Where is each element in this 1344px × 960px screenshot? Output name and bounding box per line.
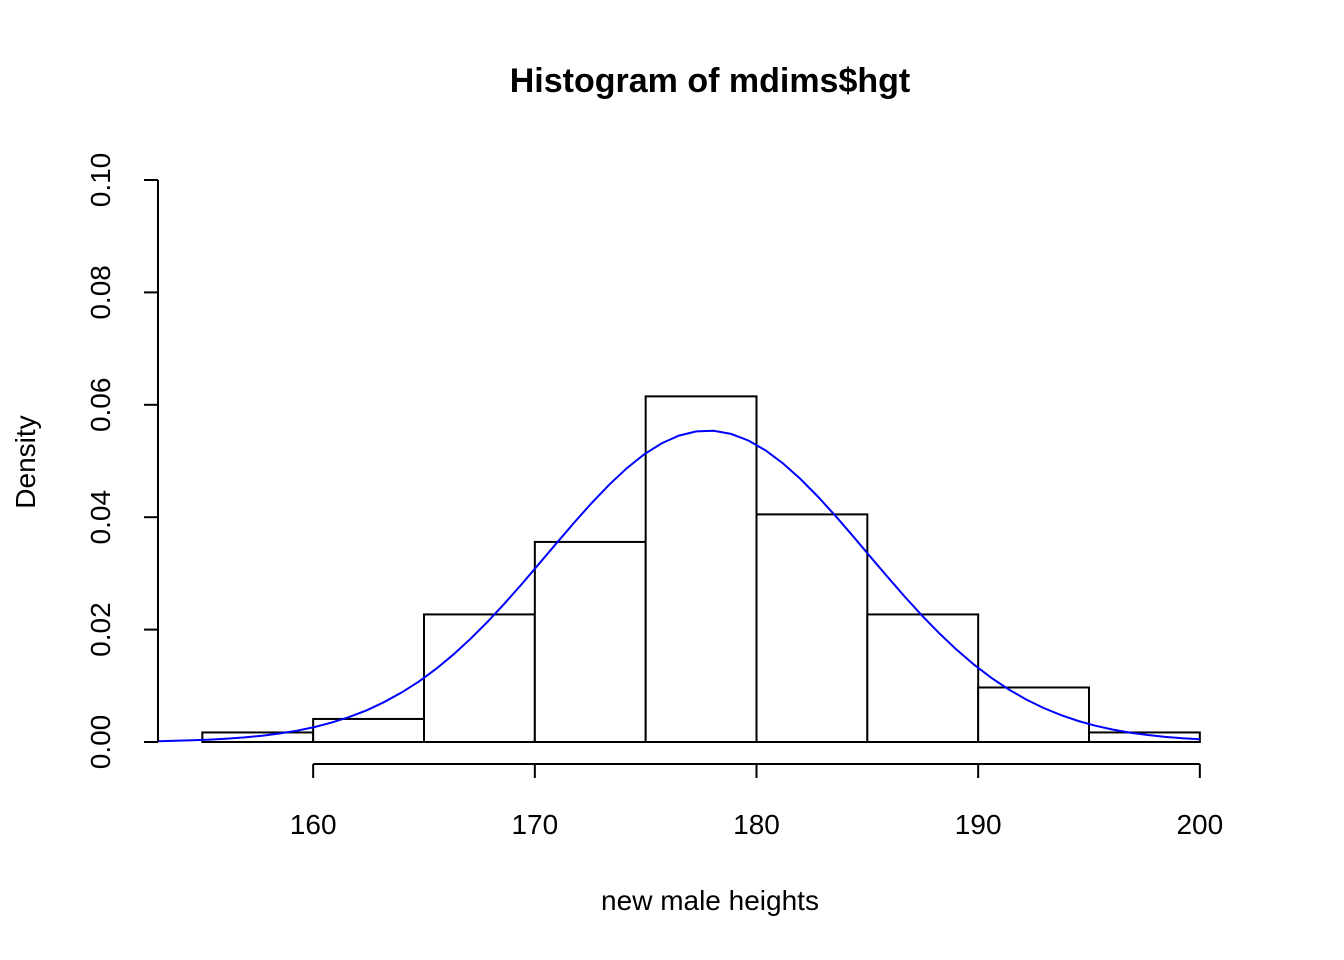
y-tick-label-2: 0.04 — [85, 490, 116, 545]
x-tick-label-2: 180 — [733, 809, 780, 840]
x-tick-label-1: 170 — [511, 809, 558, 840]
y-axis-label: Density — [10, 415, 41, 508]
histogram-bar-9 — [1088, 731, 1201, 743]
x-axis: 160 170 180 190 200 — [290, 763, 1223, 840]
y-axis: 0.00 0.02 0.04 0.06 0.08 0.10 — [85, 153, 159, 770]
y-tick-label-1: 0.02 — [85, 602, 116, 657]
histogram-bar-4 — [533, 540, 647, 743]
y-tick-label-0: 0.00 — [85, 715, 116, 770]
histogram-bars — [201, 395, 1201, 744]
y-tick-label-5: 0.10 — [85, 153, 116, 208]
y-tick-label-3: 0.06 — [85, 378, 116, 433]
histogram-bar-1 — [201, 731, 315, 743]
x-tick-label-4: 200 — [1176, 809, 1223, 840]
x-tick-label-0: 160 — [290, 809, 337, 840]
density-curve — [157, 429, 1200, 743]
histogram-bar-8 — [977, 686, 1091, 744]
histogram-bar-6 — [755, 513, 869, 744]
histogram-bar-3 — [423, 613, 536, 744]
histogram-bar-5 — [644, 395, 758, 743]
y-tick-label-4: 0.08 — [85, 265, 116, 320]
density-curve-layer — [157, 429, 1200, 743]
x-axis-label: new male heights — [601, 885, 819, 916]
histogram-bar-7 — [866, 613, 980, 744]
chart-title: Histogram of mdims$hgt — [510, 62, 910, 100]
x-tick-label-3: 190 — [955, 809, 1002, 840]
